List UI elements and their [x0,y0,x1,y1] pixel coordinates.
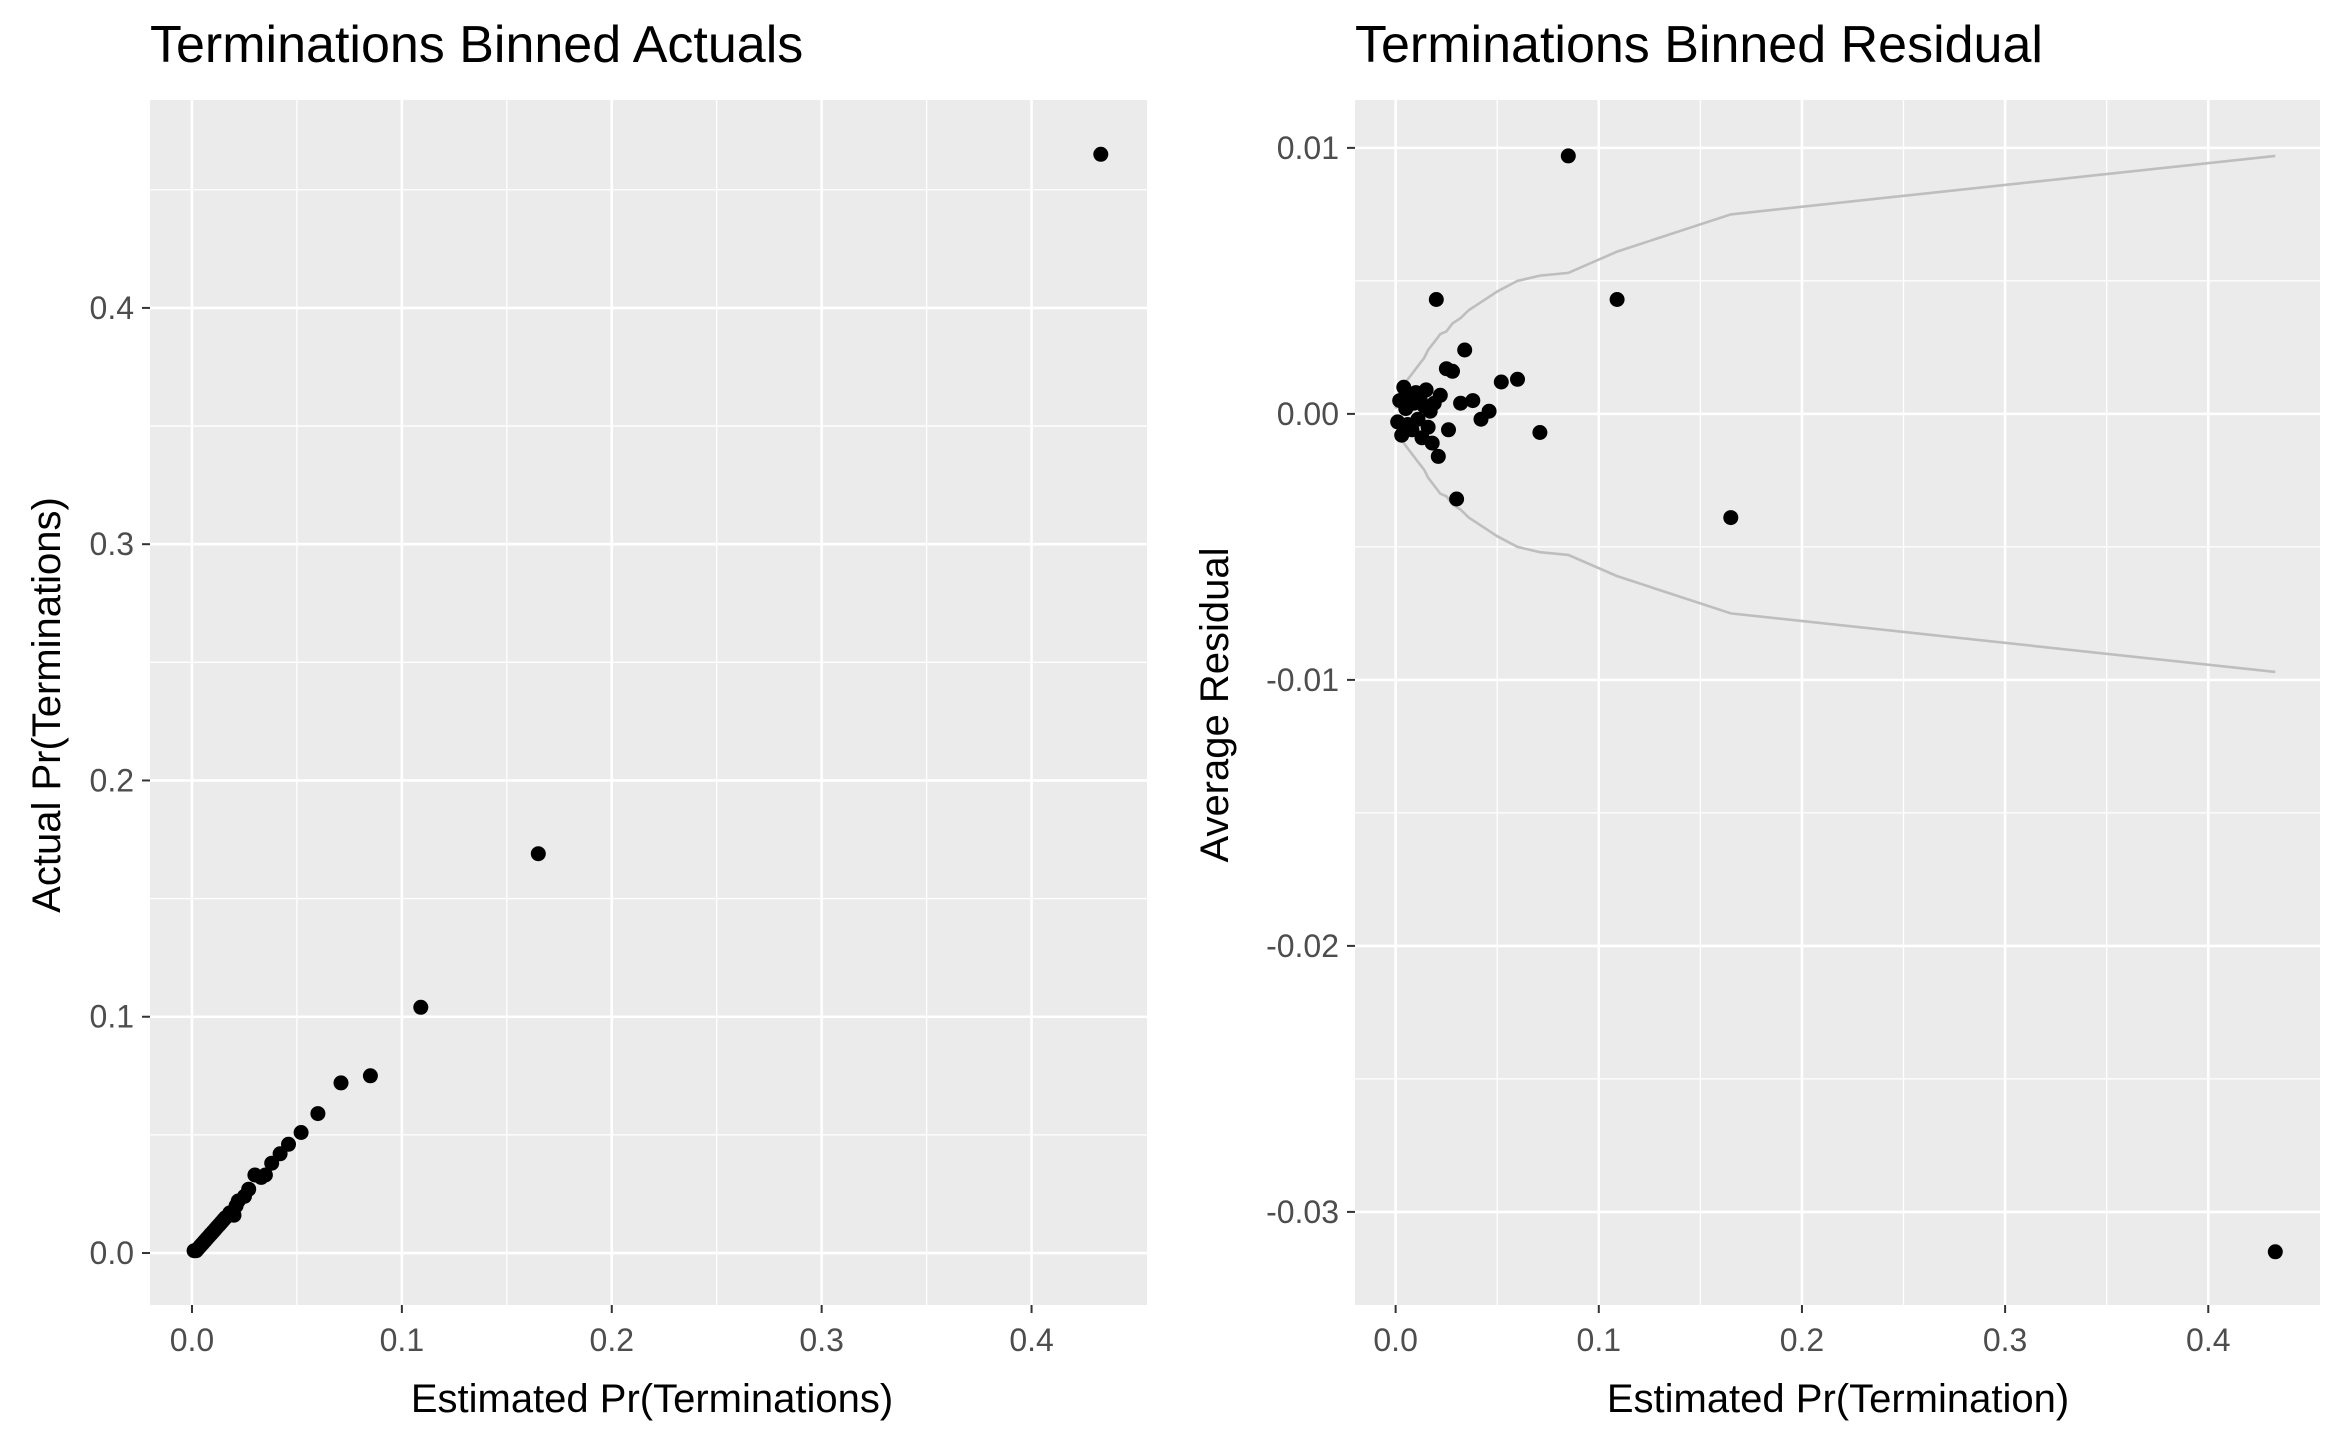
residual-y-tick-label: 0.00 [1277,396,1339,432]
actuals-gridlines [150,100,1147,1305]
residual-band-lower-line [1394,418,2276,674]
actuals-y-tick-label: 0.4 [90,290,134,326]
actuals-data-point [413,999,429,1015]
residual-data-point [1410,411,1426,427]
residual-data-point [1420,419,1436,435]
actuals-x-ticks: 0.0 0.1 0.2 0.3 0.4 [170,1305,1054,1358]
actuals-data-point [293,1125,309,1140]
actuals-chart-title: Terminations Binned Actuals [150,16,803,74]
actuals-y-tick-label: 0.2 [90,762,134,798]
actuals-x-tick-label: 0.4 [1009,1322,1053,1358]
residual-confidence-band [1394,154,2276,674]
residual-data-point [1532,425,1548,440]
residual-y-axis-title: Average Residual [1193,547,1237,862]
actuals-y-axis-title: Actual Pr(Terminations) [25,497,69,913]
actuals-x-tick-label: 0.2 [590,1322,634,1358]
actuals-data-point [281,1136,296,1152]
residual-data-point [1481,403,1497,419]
residual-data-point [1430,448,1446,464]
residual-y-tick-label: -0.03 [1266,1194,1339,1230]
residual-data-point [1510,371,1525,387]
residual-gridlines [1355,100,2320,1305]
actuals-data-point [530,846,546,862]
residual-points [1390,148,2283,1260]
actuals-data-point [310,1106,326,1122]
residual-data-point [1723,510,1739,526]
residual-data-point [1445,363,1460,379]
actuals-y-tick-label: 0.3 [90,526,134,562]
residual-y-tick-label: 0.01 [1277,130,1339,166]
actuals-data-point [1093,146,1109,162]
residual-data-point [1457,342,1473,358]
residual-data-point [1453,395,1469,411]
actuals-chart: Terminations Binned Actuals 0.0 0.1 0.2 0.3… [25,16,1147,1421]
residual-data-point [1465,393,1481,409]
residual-data-point [1493,374,1509,390]
actuals-x-tick-label: 0.0 [170,1322,214,1358]
actuals-x-axis-title: Estimated Pr(Terminations) [411,1377,893,1421]
residual-data-point [1428,292,1444,307]
residual-y-tick-label: -0.02 [1266,928,1339,964]
residual-data-point [1432,387,1448,403]
residual-data-point [1424,435,1440,451]
actuals-y-tick-label: 0.1 [90,999,134,1035]
residual-chart: Terminations Binned Residual 0.0 0.1 0.2 0.… [1193,16,2320,1421]
residual-data-point [2267,1244,2283,1260]
actuals-data-point [257,1167,273,1183]
residual-data-point [1609,292,1625,307]
residual-data-point [1441,422,1456,438]
actuals-data-point [241,1181,257,1197]
actuals-x-tick-label: 0.1 [380,1322,424,1358]
residual-x-tick-label: 0.1 [1577,1322,1621,1358]
residual-x-axis-title: Estimated Pr(Termination) [1607,1377,2069,1421]
residual-x-tick-label: 0.0 [1373,1322,1417,1358]
residual-y-tick-label: -0.01 [1266,662,1339,698]
residual-data-point [1560,148,1576,164]
actuals-x-tick-label: 0.3 [799,1322,843,1358]
actuals-data-point [362,1068,378,1084]
residual-x-tick-label: 0.2 [1780,1322,1824,1358]
residual-x-tick-label: 0.4 [2186,1322,2230,1358]
actuals-y-ticks: 0.0 0.1 0.2 0.3 0.4 [90,290,150,1271]
residual-data-point [1449,491,1465,507]
actuals-points [186,146,1109,1259]
residual-data-point [1418,382,1434,398]
residual-x-tick-label: 0.3 [1983,1322,2027,1358]
actuals-panel-background [150,100,1147,1305]
residual-chart-title: Terminations Binned Residual [1355,16,2043,74]
residual-band-upper-line [1394,154,2276,409]
actuals-data-point [333,1075,349,1091]
residual-x-ticks: 0.0 0.1 0.2 0.3 0.4 [1373,1305,2231,1358]
actuals-y-tick-label: 0.0 [90,1235,134,1271]
residual-y-ticks: 0.01 0.00 -0.01 -0.02 -0.03 [1266,130,1355,1230]
residual-panel-background [1355,100,2320,1305]
